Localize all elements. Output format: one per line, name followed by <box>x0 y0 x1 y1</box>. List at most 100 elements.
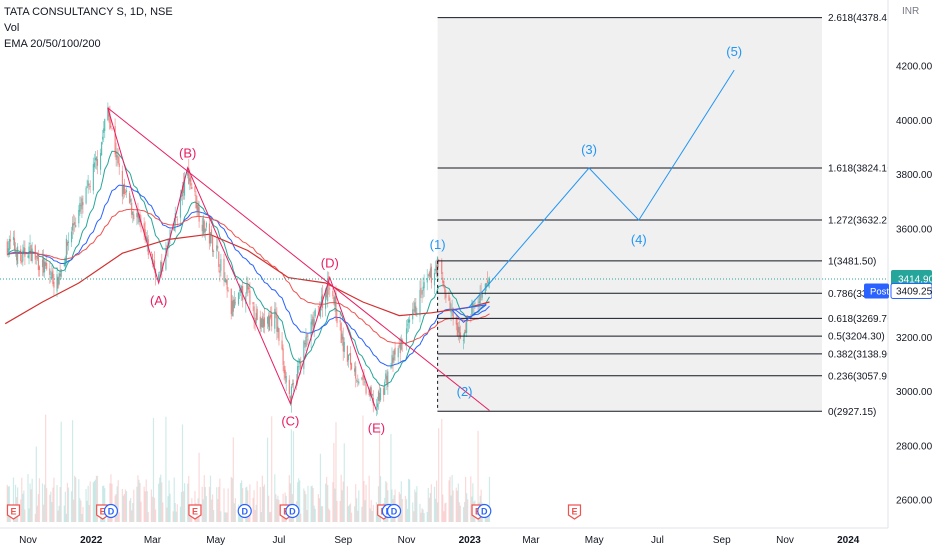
wave-label: (E) <box>368 420 385 435</box>
volume-bar <box>400 481 402 522</box>
volume-bar <box>43 484 46 522</box>
candle-body <box>160 261 162 276</box>
dividend-marker-icon[interactable]: D <box>386 503 402 519</box>
volume-bar <box>179 506 182 522</box>
candle-body <box>412 309 414 320</box>
candle-body <box>210 229 213 237</box>
candle-body <box>249 290 251 305</box>
candle-body <box>261 316 263 328</box>
volume-bar <box>70 491 73 522</box>
dividend-marker-icon[interactable]: D <box>477 503 492 519</box>
candle-body <box>304 343 306 345</box>
candle-body <box>109 113 111 130</box>
earnings-marker-icon[interactable]: E <box>567 504 582 520</box>
candle-body <box>37 256 39 270</box>
volume-bar <box>137 475 139 522</box>
volume-bar <box>376 511 379 522</box>
volume-bar <box>292 431 295 522</box>
candle-body <box>17 246 19 265</box>
volume-bar <box>435 480 438 522</box>
volume-bar <box>262 486 264 522</box>
x-tick-label: Jul <box>273 535 286 546</box>
volume-bar <box>92 482 94 522</box>
y-tick-label: 3800.00 <box>896 170 932 181</box>
volume-bar <box>355 484 357 522</box>
volume-bar <box>406 508 409 522</box>
candle-body <box>179 196 182 218</box>
candle-body <box>376 403 379 408</box>
volume-bar <box>277 495 279 522</box>
candle-body <box>391 355 393 367</box>
volume-bar <box>404 495 407 522</box>
legend-ema[interactable]: EMA 20/50/100/200 <box>4 38 101 50</box>
dividend-marker-icon[interactable]: D <box>285 503 300 519</box>
volume-bar <box>462 507 465 522</box>
volume-bar <box>261 475 263 522</box>
candle-body <box>347 354 350 361</box>
volume-bar <box>458 502 460 522</box>
volume-bar <box>23 490 25 522</box>
volume-bar <box>130 498 132 522</box>
volume-bar <box>452 490 454 522</box>
volume-bar <box>132 503 134 522</box>
candle-body <box>101 142 103 156</box>
volume-bar <box>202 499 204 522</box>
volume-bar <box>41 483 44 522</box>
candle-body <box>51 272 53 279</box>
volume-bar <box>385 480 387 522</box>
candle-body <box>274 308 276 329</box>
candle-body <box>175 217 177 218</box>
volume-bar <box>118 512 120 522</box>
fib-level-label: 0.618(3269.70) <box>828 314 896 325</box>
candle-body <box>143 223 145 234</box>
candle-body <box>57 277 59 288</box>
candle-body <box>201 224 203 232</box>
earnings-marker-icon[interactable]: E <box>6 504 21 520</box>
volume-bar <box>297 482 299 522</box>
candle-body <box>20 249 22 262</box>
earnings-marker-icon[interactable]: E <box>188 504 202 520</box>
candle-body <box>165 248 167 270</box>
candle-body <box>326 288 328 298</box>
candle-body <box>472 301 474 307</box>
candle-body <box>362 375 364 377</box>
candle-body <box>27 255 29 258</box>
candle-body <box>218 251 220 267</box>
candle-body <box>110 126 112 128</box>
candle-body <box>204 228 206 232</box>
candle-body <box>319 308 322 317</box>
volume-bar <box>335 422 337 522</box>
volume-bar <box>27 474 29 522</box>
volume-bar <box>153 497 156 522</box>
volume-bar <box>66 482 69 522</box>
chart-legend: TATA CONSULTANCY S, 1D, NSE Vol EMA 20/5… <box>4 4 173 52</box>
candle-body <box>456 323 458 337</box>
volume-bar <box>180 491 183 522</box>
volume-bar <box>239 483 242 522</box>
candle-body <box>392 357 394 363</box>
volume-bar <box>300 513 302 522</box>
candle-body <box>291 383 294 386</box>
candle-body <box>78 209 80 224</box>
volume-bar <box>470 476 472 522</box>
legend-symbol[interactable]: TATA CONSULTANCY S, 1D, NSE <box>4 6 173 18</box>
volume-bar <box>349 503 352 522</box>
volume-bar <box>24 509 26 522</box>
volume-bar <box>325 483 327 522</box>
volume-bar <box>412 502 414 522</box>
candle-body <box>253 306 255 320</box>
volume-bar <box>233 503 235 522</box>
candle-body <box>52 270 54 284</box>
candle-body <box>260 318 262 327</box>
candle-body <box>190 176 192 186</box>
volume-bar <box>449 476 451 522</box>
volume-bar <box>369 508 371 522</box>
dividend-marker-icon[interactable]: D <box>237 503 252 519</box>
candle-body <box>459 332 462 339</box>
legend-vol[interactable]: Vol <box>4 22 20 34</box>
volume-bar <box>144 491 146 522</box>
dividend-marker-icon[interactable]: D <box>103 503 119 519</box>
volume-bar <box>49 494 51 522</box>
volume-bar <box>487 513 490 522</box>
